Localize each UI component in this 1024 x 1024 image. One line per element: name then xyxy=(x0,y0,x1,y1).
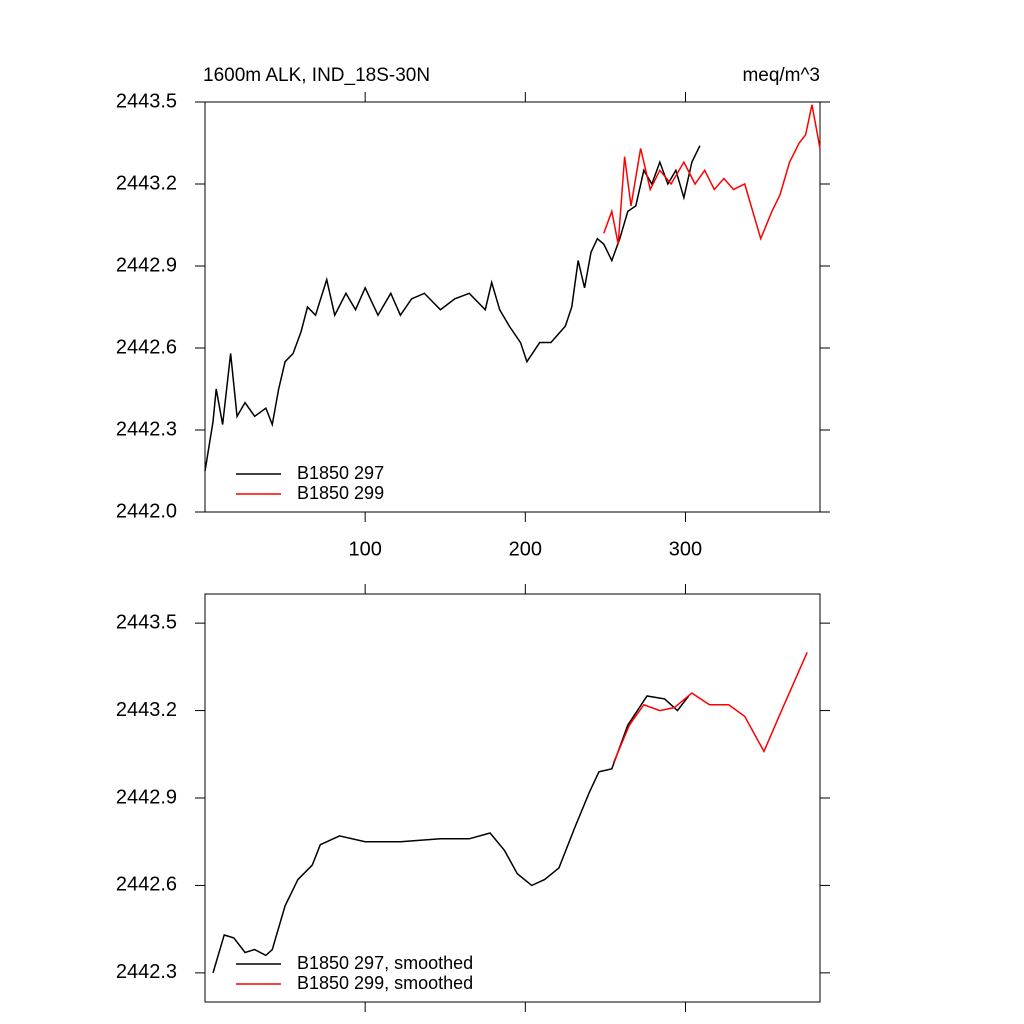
y-tick-label: 2442.6 xyxy=(116,336,177,358)
series-line xyxy=(204,145,701,472)
y-tick-label: 2443.5 xyxy=(116,611,177,633)
y-tick-label: 2442.3 xyxy=(116,418,177,440)
chart-title: 1600m ALK, IND_18S-30N xyxy=(203,65,430,86)
y-tick-label: 2442.9 xyxy=(116,254,177,276)
y-tick-label: 2442.6 xyxy=(116,874,177,896)
legend-label: B1850 297, smoothed xyxy=(297,953,473,973)
y-tick-label: 2442.3 xyxy=(116,961,177,983)
series-line xyxy=(612,651,808,764)
y-tick-label: 2442.0 xyxy=(116,500,177,522)
y-tick-label: 2443.5 xyxy=(116,90,177,112)
legend-label: B1850 297 xyxy=(297,463,384,483)
plot-frame xyxy=(204,101,821,513)
series-line xyxy=(603,104,821,245)
y-tick-label: 2443.2 xyxy=(116,699,177,721)
x-tick-label: 100 xyxy=(348,538,381,560)
x-tick-label: 300 xyxy=(669,538,702,560)
legend-label: B1850 299 xyxy=(297,483,384,503)
x-tick-label: 200 xyxy=(509,538,542,560)
plot-frame xyxy=(204,593,821,1003)
y-tick-label: 2442.9 xyxy=(116,786,177,808)
legend-label: B1850 299, smoothed xyxy=(297,973,473,993)
y-tick-label: 2443.2 xyxy=(116,172,177,194)
units-label: meq/m^3 xyxy=(742,65,820,86)
series-line xyxy=(212,695,690,974)
